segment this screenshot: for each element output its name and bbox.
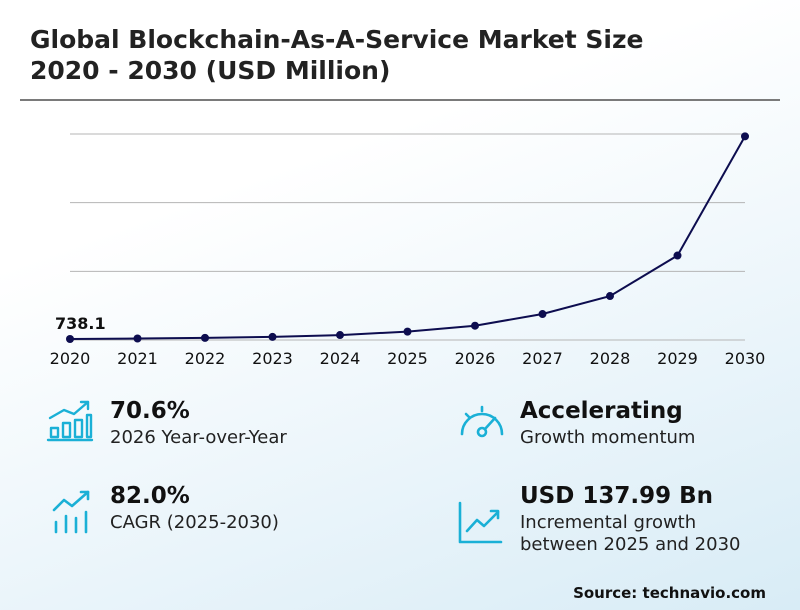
stat-yoy: 70.6% 2026 Year-over-Year — [110, 397, 287, 449]
stat-momentum-label: Growth momentum — [520, 427, 696, 448]
stat-incremental-label-2: between 2025 and 2030 — [520, 534, 741, 555]
x-tick-label: 2025 — [387, 349, 428, 368]
data-point — [268, 332, 277, 341]
stat-momentum-value: Accelerating — [520, 398, 683, 424]
x-tick-label: 2021 — [117, 349, 158, 368]
title-line-1: Global Blockchain-As-A-Service Market Si… — [30, 25, 644, 54]
data-point — [403, 327, 412, 336]
data-point — [66, 334, 74, 343]
x-tick-label: 2022 — [185, 349, 226, 368]
stat-momentum: Accelerating Growth momentum — [520, 397, 695, 449]
gridlines — [70, 133, 745, 341]
stat-incremental: USD 137.99 Bn Incremental growth between… — [520, 482, 740, 556]
line-chart-icon — [458, 501, 503, 544]
x-tick-label: 2030 — [725, 349, 766, 368]
data-points — [66, 132, 749, 343]
title-line-2: 2020 - 2030 (USD Million) — [30, 56, 391, 85]
data-point — [606, 292, 614, 301]
stat-cagr-value: 82.0% — [110, 483, 190, 509]
chart-title: Global Blockchain-As-A-Service Market Si… — [30, 24, 770, 86]
source-credit: Source: technavio.com — [573, 584, 766, 602]
data-point — [336, 331, 344, 340]
x-tick-label: 2026 — [455, 349, 496, 368]
stat-cagr: 82.0% CAGR (2025-2030) — [110, 482, 279, 534]
x-tick-label: 2020 — [50, 349, 91, 368]
line-chart: 2020 2021 2022 2023 2024 2025 2026 2027 2028 2029… — [50, 132, 766, 368]
stat-incremental-label-1: Incremental growth — [520, 512, 697, 533]
x-tick-label: 2029 — [657, 349, 698, 368]
x-tick-label: 2024 — [320, 349, 361, 368]
data-point — [741, 132, 749, 141]
stat-yoy-label: 2026 Year-over-Year — [110, 427, 287, 448]
stat-cagr-label: CAGR (2025-2030) — [110, 512, 279, 533]
data-point — [538, 310, 547, 319]
stat-incremental-value: USD 137.99 Bn — [520, 483, 714, 509]
series-line — [69, 135, 746, 340]
trend-bars-icon — [52, 490, 90, 534]
data-point — [673, 251, 682, 260]
gauge-icon — [460, 405, 504, 438]
data-point — [471, 321, 479, 330]
x-tick-label: 2023 — [252, 349, 293, 368]
x-tick-label: 2028 — [590, 349, 631, 368]
data-point — [133, 334, 142, 343]
stat-yoy-value: 70.6% — [110, 398, 190, 424]
data-label: 738.1 — [55, 314, 106, 333]
data-labels: 738.1 — [55, 314, 106, 333]
x-tick-label: 2027 — [522, 349, 563, 368]
x-tick-labels: 2020 2021 2022 2023 2024 2025 2026 2027 2028 2029… — [50, 349, 766, 368]
data-point — [201, 333, 209, 342]
bar-growth-icon — [46, 400, 94, 442]
title-divider — [20, 99, 780, 101]
